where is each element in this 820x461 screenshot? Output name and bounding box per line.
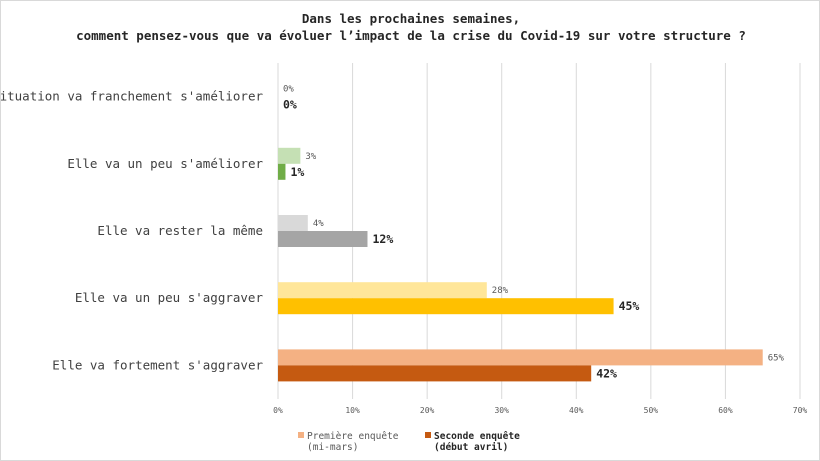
x-axis-tick-labels: 0% 10% 20% 30% 40% 50% 60% 70% bbox=[273, 406, 807, 415]
bar-seconde-enquete bbox=[278, 365, 592, 382]
data-label: 4% bbox=[313, 219, 324, 229]
data-label: 42% bbox=[596, 366, 617, 380]
bar-premiere-enquete bbox=[278, 349, 763, 366]
bar-premiere-enquete bbox=[278, 282, 487, 299]
legend-label: Seconde enquête bbox=[434, 431, 520, 442]
category-label: Elle va un peu s'améliorer bbox=[67, 156, 263, 171]
data-labels: 0% 0% 3%1% 4% 12% 28% 45% 65% 42% bbox=[283, 85, 785, 381]
x-tick-label: 50% bbox=[644, 406, 659, 415]
bar-premiere-enquete bbox=[278, 147, 301, 164]
legend-label: (début avril) bbox=[434, 442, 508, 453]
data-label: 12% bbox=[372, 232, 393, 246]
data-label: 45% bbox=[619, 299, 640, 313]
category-label: La situation va franchement s'améliorer bbox=[1, 89, 263, 104]
x-tick-label: 70% bbox=[793, 406, 808, 415]
x-tick-label: 40% bbox=[569, 406, 584, 415]
category-label: Elle va rester la même bbox=[97, 223, 263, 238]
data-label: 0% bbox=[283, 98, 297, 112]
data-label: 3% bbox=[305, 152, 316, 162]
bar-seconde-enquete bbox=[278, 231, 368, 247]
x-tick-label: 20% bbox=[420, 406, 435, 415]
category-label: Elle va un peu s'aggraver bbox=[75, 290, 264, 305]
gridlines bbox=[277, 63, 801, 399]
legend-label: (mi-mars) bbox=[307, 442, 358, 453]
data-label: 0% bbox=[283, 85, 294, 95]
legend-label: Première enquête bbox=[307, 431, 399, 442]
category-labels: La situation va franchement s'améliorer E… bbox=[1, 89, 263, 373]
data-label: 1% bbox=[290, 165, 304, 179]
x-tick-label: 0% bbox=[273, 406, 283, 415]
x-tick-label: 30% bbox=[494, 406, 509, 415]
chart-title-line-2: comment pensez-vous que va évoluer l’imp… bbox=[76, 28, 746, 43]
legend: Première enquête(mi-mars) Seconde enquête… bbox=[298, 431, 520, 453]
x-tick-label: 60% bbox=[718, 406, 733, 415]
chart-title-line-1: Dans les prochaines semaines, bbox=[302, 11, 520, 26]
category-label: Elle va fortement s'aggraver bbox=[52, 357, 263, 372]
data-label: 65% bbox=[768, 353, 785, 363]
bar-seconde-enquete bbox=[278, 298, 614, 315]
chart-title: Dans les prochaines semaines, comment pe… bbox=[76, 11, 746, 43]
legend-swatch bbox=[298, 432, 304, 438]
legend-swatch bbox=[425, 432, 431, 438]
x-tick-label: 10% bbox=[345, 406, 360, 415]
bars bbox=[278, 147, 763, 382]
data-label: 28% bbox=[492, 286, 509, 296]
bar-premiere-enquete bbox=[278, 215, 308, 231]
bar-seconde-enquete bbox=[278, 163, 286, 180]
